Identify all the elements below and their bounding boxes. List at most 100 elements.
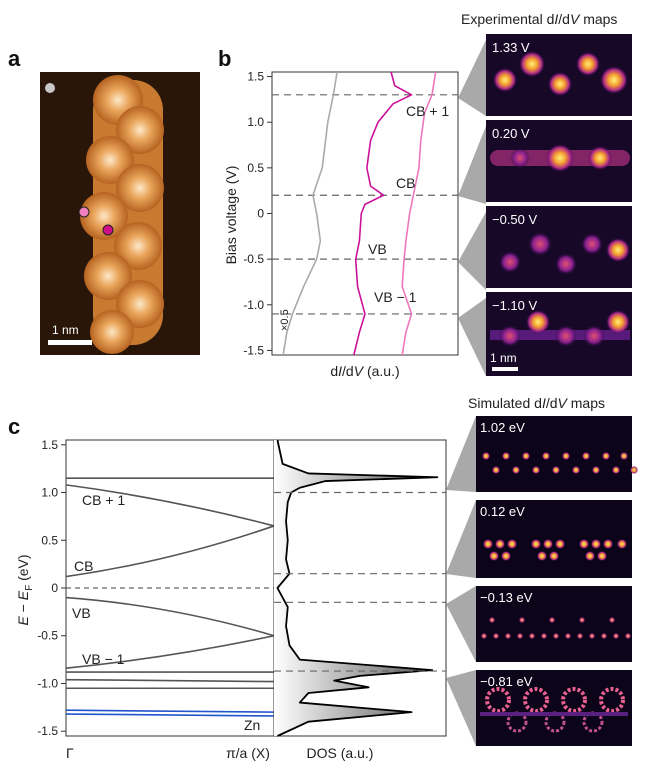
map-dot	[624, 632, 632, 640]
map-dot	[603, 539, 613, 549]
spectra-ytick-label: 1.5	[247, 70, 264, 84]
sim-map-4: −0.81 eV	[476, 670, 632, 746]
scale-note: ×0.5	[279, 309, 291, 331]
map-dot	[492, 466, 500, 474]
map-ring	[523, 687, 549, 713]
map-dot	[522, 452, 530, 460]
dos-line	[276, 439, 439, 737]
map-ring	[599, 687, 625, 713]
panel-label-c: c	[8, 414, 20, 439]
map-dot	[588, 632, 596, 640]
sim-maps-title: Simulated dI/dV maps	[468, 395, 605, 411]
map-dot	[585, 551, 595, 561]
map-dot	[617, 539, 627, 549]
exp-map-label-2: 0.20 V	[492, 126, 530, 141]
sim-map-3-pattern	[480, 616, 632, 640]
band-ytick-label: 1.0	[41, 486, 58, 500]
sim-map-1: 1.02 eV	[476, 416, 638, 492]
map-dot	[612, 632, 620, 640]
band-line	[65, 634, 275, 670]
x-label-x: π/a (X)	[226, 745, 270, 761]
spectra-plot: 1.51.00.50-0.5-1.0-1.5 Bias voltage (V) …	[223, 70, 459, 379]
exp-map-1: 1.33 V	[486, 34, 632, 116]
panel-label-a: a	[8, 46, 21, 71]
sim-map-label-2: 0.12 eV	[480, 504, 525, 519]
band-line	[65, 525, 275, 578]
exp-map-scale-bar	[492, 367, 518, 371]
map-dot	[564, 632, 572, 640]
map-dot	[518, 616, 526, 624]
band-line	[65, 713, 275, 717]
map-dot	[555, 539, 565, 549]
map-dot	[630, 466, 638, 474]
spectrum-line	[353, 71, 413, 356]
sim-map-3: −0.13 eV	[476, 586, 632, 662]
exp-map-2: 0.20 V	[486, 120, 632, 202]
map-ring	[485, 687, 511, 713]
band-label-vb1: VB − 1	[374, 289, 417, 305]
spectra-ytick-label: -1.5	[243, 343, 264, 357]
map-dot	[600, 632, 608, 640]
map-dot	[552, 632, 560, 640]
map-dot	[531, 539, 541, 549]
map-dot	[501, 551, 511, 561]
band-label-cb1: CB + 1	[406, 103, 449, 119]
dos-plot: DOS (a.u.)	[273, 439, 447, 761]
spectra-reference-lines	[272, 94, 458, 315]
map-dot	[483, 539, 493, 549]
spectra-ytick-label: 1.0	[247, 115, 264, 129]
map-dot	[516, 632, 524, 640]
map-dot	[543, 539, 553, 549]
spectra-yticks: 1.5 1.0 0.5 0 -0.5 -1.0 -1.5	[243, 70, 272, 357]
map-dot	[489, 551, 499, 561]
exp-connectors	[458, 40, 486, 376]
sim-map-2: 0.12 eV	[476, 500, 632, 578]
map-dot	[576, 632, 584, 640]
center-marker	[102, 224, 114, 236]
sim-map-2-pattern	[483, 539, 627, 561]
spectra-ytick-label: 0	[257, 207, 264, 221]
band-c-label-vb: VB	[72, 605, 91, 621]
map-ring	[561, 687, 587, 713]
map-dot	[579, 539, 589, 549]
reference-marker	[45, 83, 55, 93]
map-dot	[537, 551, 547, 561]
map-dot	[562, 452, 570, 460]
map-dot	[480, 632, 488, 640]
map-dot	[549, 551, 559, 561]
molecular-chain	[80, 75, 164, 354]
spectra-ytick-label: -0.5	[243, 252, 264, 266]
band-c-label-vb1: VB − 1	[82, 651, 125, 667]
sim-map-1-pattern	[482, 452, 638, 474]
band-c-label-cb: CB	[74, 558, 93, 574]
band-c-label-cb1: CB + 1	[82, 492, 125, 508]
exp-maps-title: Experimental dI/dV maps	[461, 11, 617, 27]
band-label-vb: VB	[368, 241, 387, 257]
map-dot	[608, 616, 616, 624]
map-dot	[492, 632, 500, 640]
map-dot	[528, 632, 536, 640]
map-dot	[540, 632, 548, 640]
spectrum-line	[282, 71, 338, 356]
map-dot	[542, 452, 550, 460]
dos-xlabel: DOS (a.u.)	[307, 745, 374, 761]
exp-map-label-1: 1.33 V	[492, 40, 530, 55]
band-ytick-label: 0.5	[41, 533, 58, 547]
band-ylabel: E − EF (eV)	[15, 554, 35, 625]
sim-map-label-4: −0.81 eV	[480, 674, 533, 689]
spectra-ylabel: Bias voltage (V)	[223, 166, 239, 265]
map-dot	[504, 632, 512, 640]
band-structure-plot: 1.5 1.0 0.5 0 -0.5 -1.0 -1.5 E − EF (eV) Γ π/a…	[15, 438, 275, 761]
sim-map-label-1: 1.02 eV	[480, 420, 525, 435]
sim-connectors	[446, 416, 476, 746]
spectra-series	[282, 71, 437, 356]
band-ytick-label: -1.5	[37, 724, 58, 738]
band-line	[65, 596, 275, 637]
sim-map-4-pattern	[480, 687, 628, 733]
map-dot	[572, 466, 580, 474]
stm-image: 1 nm	[40, 72, 200, 355]
x-label-gamma: Γ	[66, 745, 74, 761]
dos-fill	[274, 440, 438, 736]
band-ytick-label: 0	[51, 581, 58, 595]
sim-map-label-3: −0.13 eV	[480, 590, 533, 605]
